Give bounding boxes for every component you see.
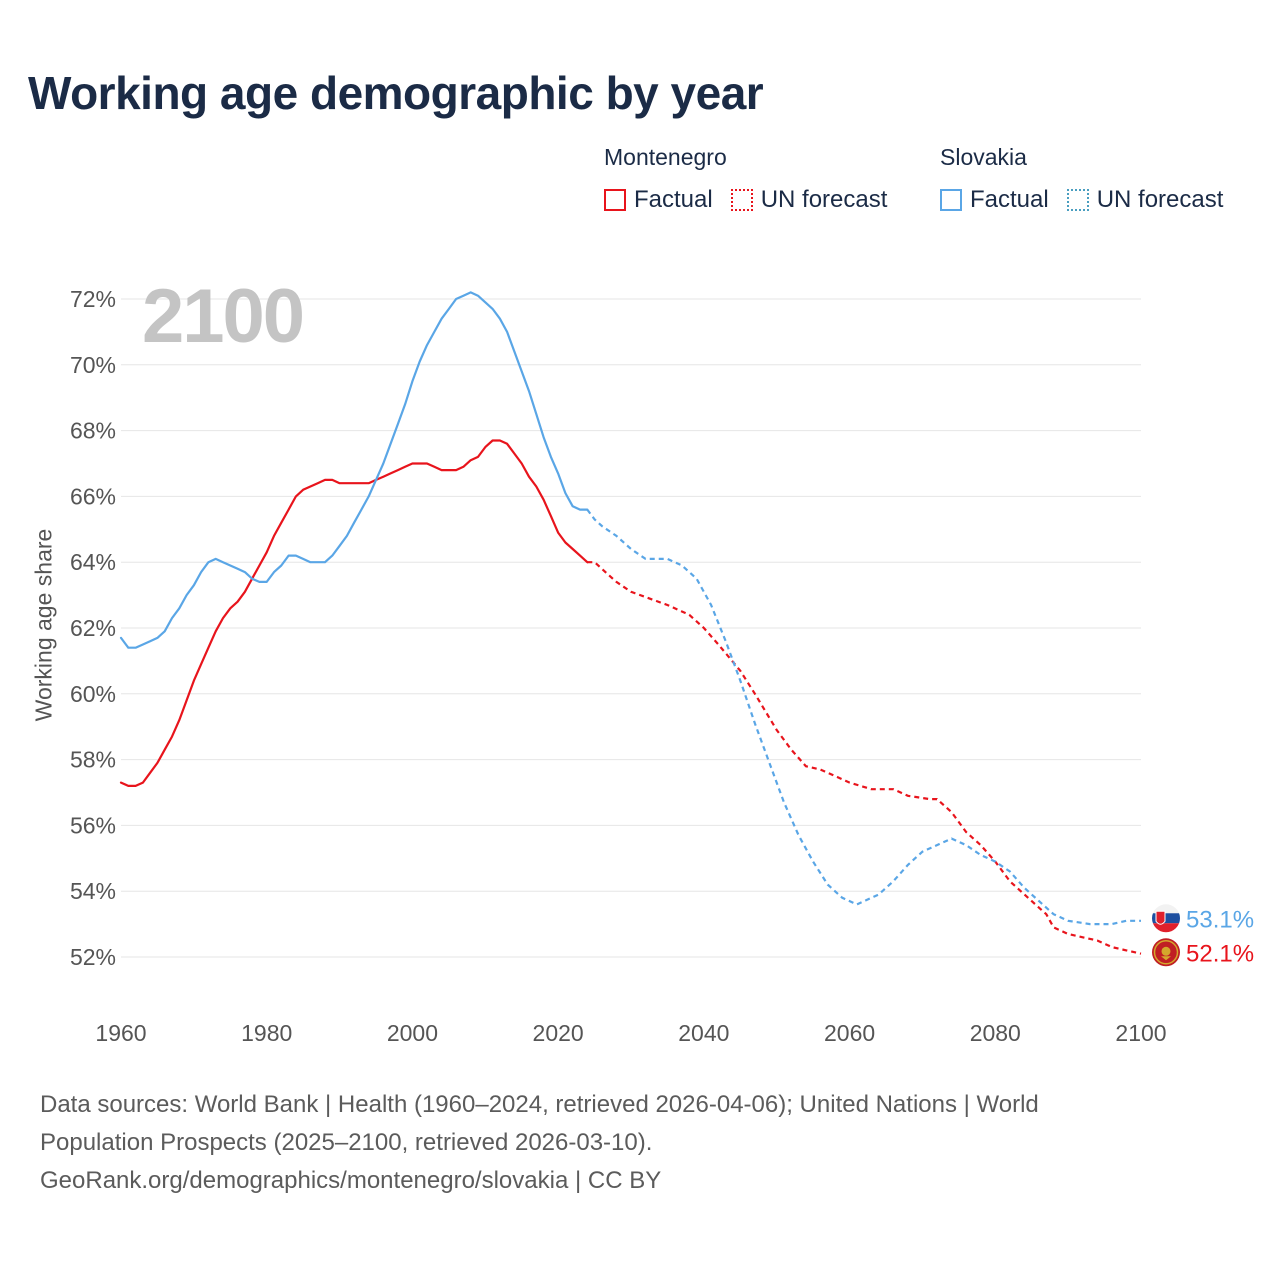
sources-line-2: Population Prospects (2025–2100, retriev…	[40, 1129, 653, 1156]
x-tick-label: 2100	[1115, 1020, 1166, 1046]
data-sources: Data sources: World Bank | Health (1960–…	[40, 1086, 1240, 1200]
legend-country-montenegro: Montenegro	[604, 144, 727, 170]
legend-swatch-dotted	[1066, 189, 1089, 211]
legend-label: UN forecast	[760, 186, 888, 213]
series-line-slovakia-forecast[interactable]	[586, 508, 1141, 926]
y-tick-label: 60%	[70, 681, 116, 707]
y-tick-label: 62%	[70, 615, 116, 641]
chart-area: 2100 52% 54% 56% 58% 60% 62% 64% 66% 68% 70% 72% 1…	[0, 250, 1280, 1070]
slovakia-end-value: 53.1%	[1186, 906, 1254, 933]
slovakia-flag-icon	[1152, 904, 1180, 933]
legend-label: UN forecast	[1096, 186, 1224, 213]
montenegro-flag-icon	[1152, 938, 1180, 967]
x-tick-label: 2080	[970, 1020, 1021, 1046]
series-line-montenegro-factual[interactable]	[119, 439, 589, 787]
y-tick-label: 64%	[70, 549, 116, 575]
legend-country-slovakia: Slovakia	[940, 144, 1027, 170]
y-axis-ticks: 52% 54% 56% 58% 60% 62% 64% 66% 68% 70% 72%	[70, 286, 116, 970]
line-chart: 2100 52% 54% 56% 58% 60% 62% 64% 66% 68% 70% 72% 1…	[70, 274, 1254, 1046]
legend-label: Factual	[634, 186, 713, 213]
series-lines	[119, 291, 1142, 955]
x-tick-label: 2000	[387, 1020, 438, 1046]
x-tick-label: 1980	[241, 1020, 292, 1046]
legend-swatch-dotted	[730, 189, 753, 211]
end-markers: 53.1% 52.1%	[1152, 904, 1254, 967]
legend-item-slovakia-forecast[interactable]: UN forecast	[1066, 186, 1224, 214]
x-axis-ticks: 1960 1980 2000 2020 2040 2060 2080 2100	[95, 1020, 1166, 1046]
series-line-slovakia-factual[interactable]	[119, 291, 589, 649]
legend-group-slovakia: Slovakia Factual UN forecast	[940, 144, 1223, 214]
y-tick-label: 70%	[70, 352, 116, 378]
x-tick-label: 2040	[678, 1020, 729, 1046]
legend-group-montenegro: Montenegro Factual UN forecast	[604, 144, 887, 214]
series-line-montenegro-forecast[interactable]	[587, 561, 1142, 955]
montenegro-end-value: 52.1%	[1186, 940, 1254, 967]
y-axis-title: Working age share	[30, 528, 57, 722]
legend-item-montenegro-forecast[interactable]: UN forecast	[730, 186, 888, 214]
y-tick-label: 58%	[70, 747, 116, 773]
legend-swatch-solid	[604, 189, 626, 211]
x-tick-label: 2060	[824, 1020, 875, 1046]
chart-title: Working age demographic by year	[28, 67, 764, 119]
year-watermark: 2100	[142, 274, 303, 359]
y-tick-label: 54%	[70, 878, 116, 904]
x-tick-label: 1960	[95, 1020, 146, 1046]
legend-label: Factual	[970, 186, 1049, 213]
legend-item-slovakia-factual[interactable]: Factual	[940, 186, 1049, 214]
gridlines	[121, 298, 1141, 958]
x-tick-label: 2020	[533, 1020, 584, 1046]
sources-attribution[interactable]: GeoRank.org/demographics/montenegro/slov…	[40, 1167, 662, 1194]
y-tick-label: 52%	[70, 944, 116, 970]
legend-swatch-solid	[940, 189, 962, 211]
y-tick-label: 56%	[70, 812, 116, 838]
y-tick-label: 72%	[70, 286, 116, 312]
legend-item-montenegro-factual[interactable]: Factual	[604, 186, 713, 214]
sources-line-1: Data sources: World Bank | Health (1960–…	[40, 1091, 1039, 1118]
y-tick-label: 66%	[70, 483, 116, 509]
y-tick-label: 68%	[70, 418, 116, 444]
